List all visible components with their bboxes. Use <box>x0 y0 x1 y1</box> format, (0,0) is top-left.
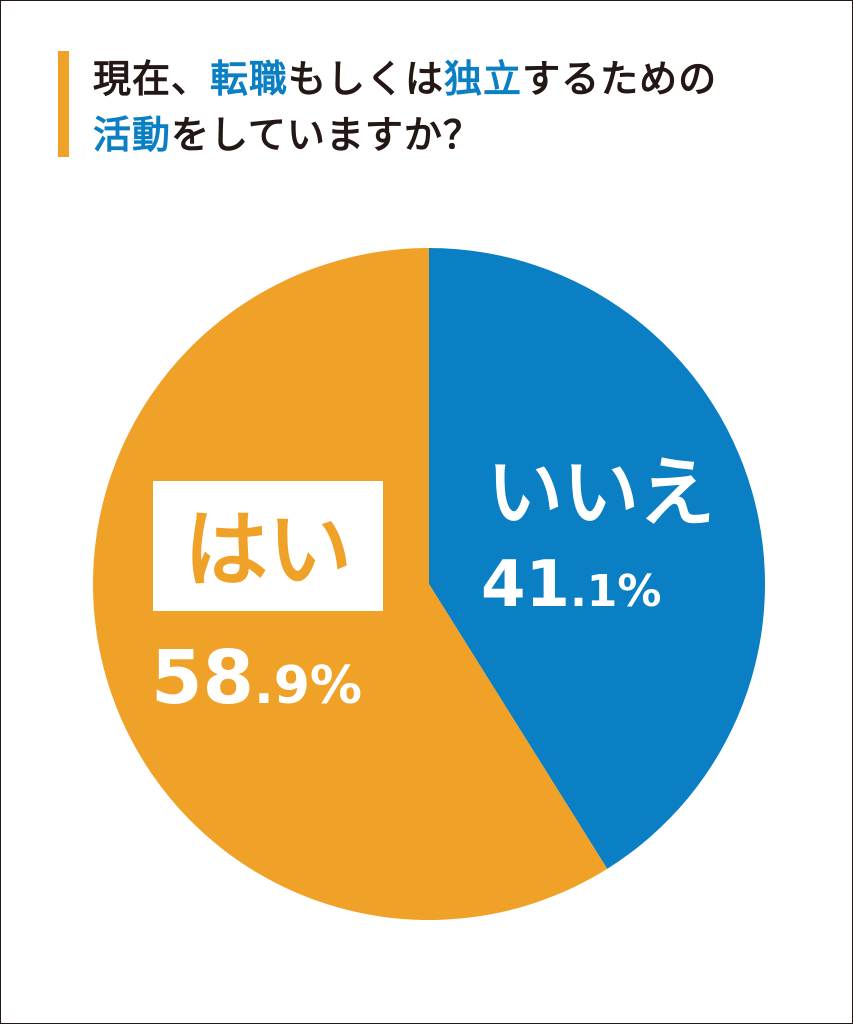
title-seg: 現在、 <box>93 57 211 101</box>
pie-slice-0 <box>429 248 765 869</box>
title-seg: をしていますか？ <box>171 113 482 157</box>
slice-value-no-dec: .1% <box>570 566 661 617</box>
slice-label-yes: はい <box>184 501 352 599</box>
title-accent-bar <box>58 51 69 157</box>
title-seg-highlight: 独立 <box>444 57 523 101</box>
title-seg: もしくは <box>288 57 445 101</box>
title-seg-highlight: 活動 <box>93 113 172 157</box>
slice-label-no: いいえ <box>487 448 715 537</box>
slice-value-no-int: 41 <box>481 548 570 622</box>
slice-value-yes: 58.9% <box>151 635 362 721</box>
slice-value-yes-int: 58 <box>151 635 254 721</box>
slice-value-yes-dec: .9% <box>254 656 362 716</box>
chart-title: 現在、転職もしくは独立するための活動をしていますか？ <box>93 51 833 163</box>
slice-label-yes-box <box>153 481 383 611</box>
slice-value-no: 41.1% <box>481 548 661 622</box>
title-seg: するための <box>522 57 718 101</box>
title-seg-highlight: 転職 <box>210 57 289 101</box>
